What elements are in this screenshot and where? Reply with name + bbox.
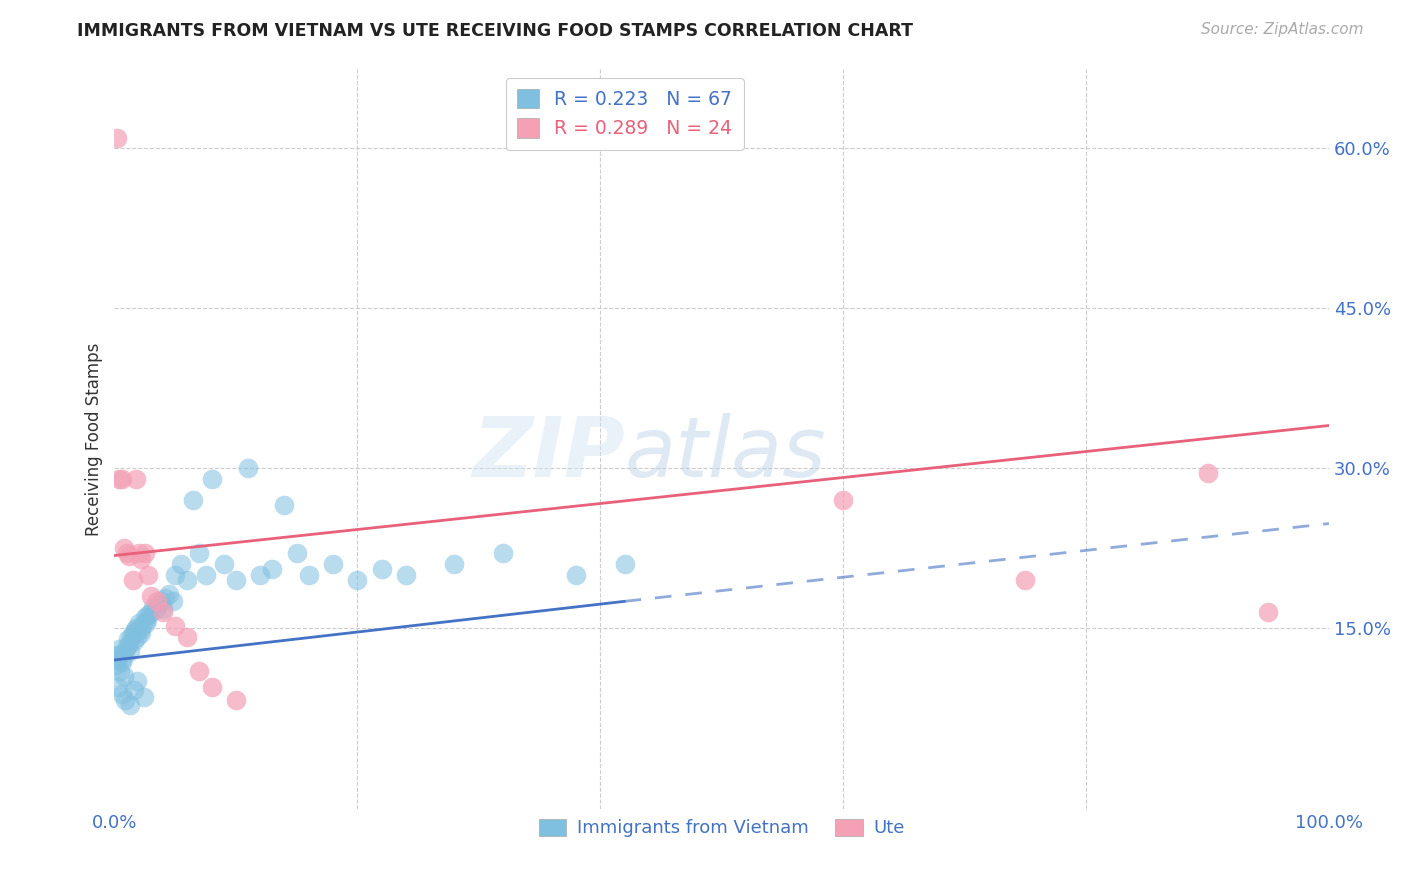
Point <box>111 650 134 665</box>
Point <box>157 587 180 601</box>
Point <box>125 472 148 486</box>
Point <box>105 648 128 662</box>
Point <box>152 602 174 616</box>
Point <box>165 567 187 582</box>
Point <box>111 472 134 486</box>
Point <box>127 630 149 644</box>
Point <box>273 499 295 513</box>
Point <box>122 682 145 697</box>
Point <box>285 546 308 560</box>
Point <box>128 615 150 630</box>
Point <box>111 687 134 701</box>
Point <box>121 573 143 587</box>
Point <box>370 562 392 576</box>
Point <box>115 640 138 655</box>
Point <box>395 567 418 582</box>
Point <box>104 658 127 673</box>
Point <box>225 693 247 707</box>
Point <box>155 591 177 606</box>
Point <box>135 615 157 630</box>
Point <box>176 573 198 587</box>
Point <box>200 472 222 486</box>
Point <box>1014 573 1036 587</box>
Point <box>1197 467 1219 481</box>
Point <box>613 557 636 571</box>
Point <box>120 698 142 712</box>
Point <box>183 493 205 508</box>
Point <box>212 557 235 571</box>
Point <box>122 633 145 648</box>
Point <box>134 546 156 560</box>
Point <box>117 632 139 646</box>
Point <box>110 648 132 662</box>
Point <box>107 653 129 667</box>
Legend: Immigrants from Vietnam, Ute: Immigrants from Vietnam, Ute <box>531 812 912 845</box>
Point <box>152 605 174 619</box>
Text: ZIP: ZIP <box>472 413 624 494</box>
Point <box>188 664 211 678</box>
Text: IMMIGRANTS FROM VIETNAM VS UTE RECEIVING FOOD STAMPS CORRELATION CHART: IMMIGRANTS FROM VIETNAM VS UTE RECEIVING… <box>77 22 914 40</box>
Point <box>139 589 162 603</box>
Point <box>129 626 152 640</box>
Point <box>262 562 284 576</box>
Point <box>346 573 368 587</box>
Point <box>832 493 855 508</box>
Point <box>107 680 129 694</box>
Point <box>112 669 135 683</box>
Point <box>136 612 159 626</box>
Point <box>565 567 588 582</box>
Point <box>118 637 141 651</box>
Point <box>125 621 148 635</box>
Text: atlas: atlas <box>624 413 827 494</box>
Point <box>492 546 515 560</box>
Point <box>170 557 193 571</box>
Point <box>120 644 142 658</box>
Point <box>127 674 149 689</box>
Point <box>128 546 150 560</box>
Point <box>1257 605 1279 619</box>
Point <box>118 549 141 563</box>
Point <box>131 619 153 633</box>
Point <box>105 130 128 145</box>
Point <box>108 472 131 486</box>
Point <box>138 608 160 623</box>
Point <box>443 557 465 571</box>
Point <box>108 642 131 657</box>
Point <box>249 567 271 582</box>
Point <box>114 693 136 707</box>
Point <box>112 541 135 555</box>
Point <box>146 594 169 608</box>
Point <box>176 630 198 644</box>
Point <box>200 680 222 694</box>
Point <box>132 690 155 705</box>
Point <box>194 567 217 582</box>
Point <box>236 461 259 475</box>
Point <box>129 623 152 637</box>
Point <box>139 605 162 619</box>
Point <box>146 598 169 612</box>
Point <box>111 655 134 669</box>
Point <box>115 546 138 560</box>
Point <box>121 626 143 640</box>
Point <box>110 664 132 678</box>
Point <box>129 551 152 566</box>
Point <box>162 594 184 608</box>
Point <box>145 602 167 616</box>
Point <box>124 623 146 637</box>
Point <box>120 630 142 644</box>
Point <box>149 594 172 608</box>
Point <box>225 573 247 587</box>
Point <box>298 567 321 582</box>
Text: Source: ZipAtlas.com: Source: ZipAtlas.com <box>1201 22 1364 37</box>
Point <box>138 567 160 582</box>
Point <box>188 546 211 560</box>
Point <box>114 644 136 658</box>
Point <box>134 610 156 624</box>
Point <box>165 619 187 633</box>
Point <box>322 557 344 571</box>
Y-axis label: Receiving Food Stamps: Receiving Food Stamps <box>86 343 103 535</box>
Point <box>142 599 165 614</box>
